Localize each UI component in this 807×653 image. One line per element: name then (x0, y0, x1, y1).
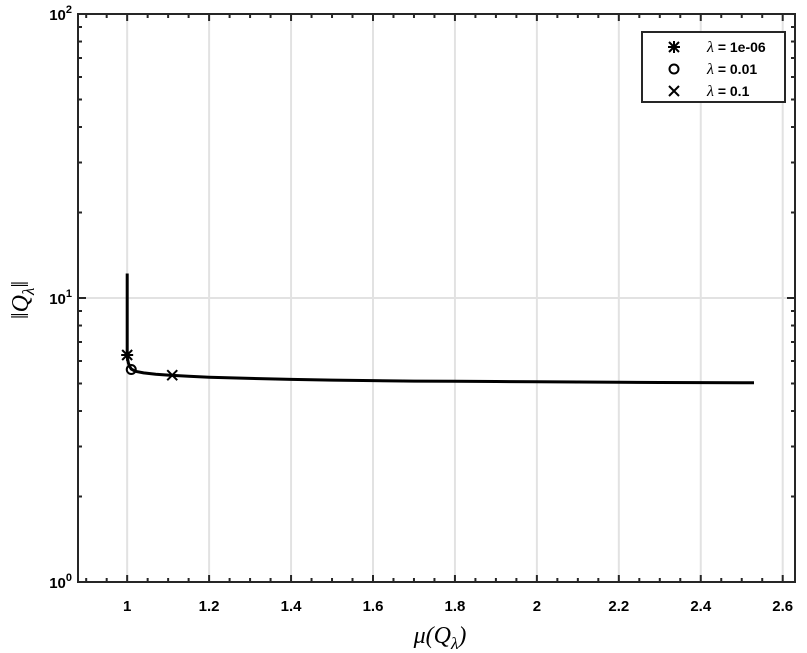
legend-box (641, 31, 786, 103)
marker-asterisk (121, 348, 134, 361)
legend-marker-asterisk (668, 41, 680, 53)
legend-marker-circle (668, 63, 680, 75)
y-axis-label: ‖Qλ‖ (8, 281, 38, 319)
x-tick-label: 2.2 (608, 598, 629, 615)
legend-label: λ = 0.1 (706, 83, 750, 100)
legend-marker-x (668, 85, 680, 97)
marker-x (166, 369, 178, 381)
y-tick-label: 101 (49, 288, 72, 308)
y-tick-labels: 100 101 102 (49, 4, 72, 592)
marker-x (668, 85, 680, 97)
grid-lines (78, 14, 795, 582)
y-tick-label: 102 (49, 4, 72, 24)
series-marker-x (166, 369, 178, 381)
series-marker-circle (125, 364, 137, 376)
x-tick-labels: 1 1.2 1.4 1.6 1.8 2 2.2 2.4 2.6 (123, 598, 793, 615)
axis-ticks (78, 13, 795, 583)
x-tick-label: 1.4 (281, 598, 303, 615)
y-tick-label: 100 (49, 572, 72, 592)
legend-label: λ = 1e-06 (706, 39, 766, 56)
marker-circle (125, 364, 137, 376)
x-tick-label: 2 (533, 598, 541, 615)
x-tick-label: 1.8 (445, 598, 466, 615)
x-tick-label: 1.6 (363, 598, 384, 615)
x-tick-label: 1.2 (199, 598, 220, 615)
marker-layer (121, 348, 178, 381)
marker-circle (668, 63, 680, 75)
marker-asterisk (668, 41, 680, 53)
series-marker-asterisk (121, 348, 134, 361)
legend: λ = 1e-06 λ = 0.01 λ = 0.1 (641, 31, 786, 103)
x-axis-label: μ(Qλ) (413, 623, 467, 653)
x-tick-label: 2.6 (772, 598, 793, 615)
x-tick-label: 2.4 (690, 598, 712, 615)
x-tick-label: 1 (123, 598, 131, 615)
legend-label: λ = 0.01 (706, 61, 757, 78)
